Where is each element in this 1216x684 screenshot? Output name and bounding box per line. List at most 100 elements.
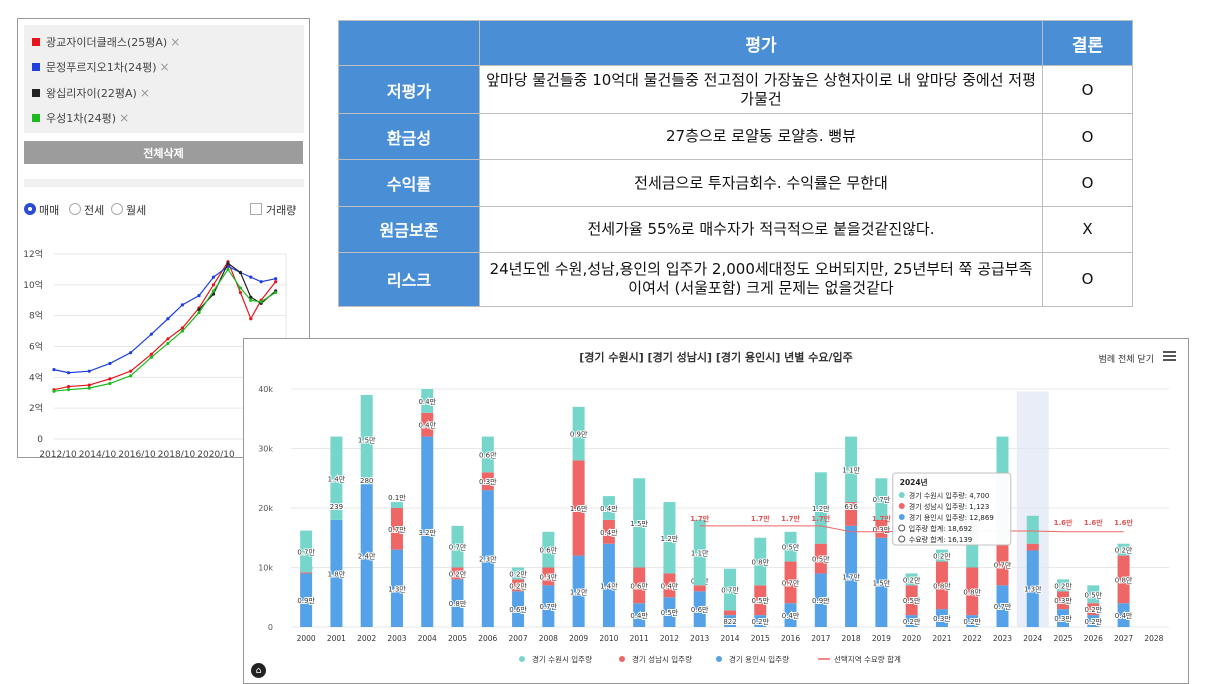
y-tick-label: 6억 [29,341,43,353]
data-point [274,280,278,284]
bar-data-label: 1.8만 [328,569,346,578]
data-point [226,267,230,272]
x-tick-label: 2006 [478,634,497,643]
apartment-tag[interactable]: 왕십리자이(22평A) × [32,84,150,102]
line-data-label: 1.7만 [781,514,800,523]
row-category: 리스크 [338,251,480,308]
bar-segment [602,496,615,520]
legend-label: 경기 성남시 입주량 [632,654,692,664]
bar-segment [966,615,979,627]
bar-segment [905,615,918,627]
bar-segment [784,603,797,627]
data-point [149,355,153,359]
bar-segment [390,502,403,508]
bar-segment [875,478,888,520]
bar-data-label: 0.4만 [418,421,436,430]
bar-data-label: 0.2만 [903,575,921,584]
radio-jeonse[interactable] [69,203,81,215]
delete-all-button[interactable]: 전체삭제 [24,141,303,164]
data-point [108,377,112,381]
volume-checkbox[interactable] [250,203,262,215]
bar-data-label: 0.2만 [903,617,921,626]
close-icon[interactable]: × [159,60,170,74]
bar-data-label: 0.4만 [1115,611,1133,620]
bar-data-label: 1.1만 [842,465,860,474]
evaluation-table: 평가 결론 저평가 앞마당 물건들중 10억대 물건들중 전고점이 가장높은 상… [338,19,1133,308]
menu-icon[interactable] [1163,351,1176,361]
data-point [211,275,216,279]
bar-data-label: 1.7만 [842,572,860,581]
bar-segment [300,530,313,573]
bar-data-label: 0.8만 [751,558,769,567]
data-point [197,307,201,312]
bar-segment [693,519,706,586]
close-icon[interactable]: × [170,35,181,49]
apartment-tag[interactable]: 문정푸르지오1차(24평) × [32,58,170,76]
bar-data-label: 0.7만 [873,495,891,504]
bar-data-label: 1.1만 [691,549,709,558]
table-header-row: 평가 결론 [338,19,1133,67]
bar-segment [754,585,767,616]
y-tick-label: 8억 [29,310,43,322]
bar-data-label: 0.5만 [1085,590,1103,599]
data-point [129,369,133,373]
bar-segment [481,436,494,473]
data-point [274,277,278,281]
bar-segment [724,610,736,616]
line-data-label: 1.6만 [1114,518,1133,527]
table-header: 평가 [479,19,1043,67]
data-point [249,295,253,299]
line-data-label: 1.6만 [1084,518,1103,527]
radio-monthly[interactable] [111,203,123,215]
bar-data-label: 0.1만 [388,493,406,502]
bar-segment [845,525,858,627]
tooltip-line: 경기 용인시 입주량: 12,869 [909,513,994,522]
x-tick-label: 2027 [1114,634,1133,643]
bar-data-label: 3.2만 [418,528,436,537]
bar-segment [875,519,888,538]
data-point [108,361,112,366]
data-point [87,383,91,387]
table-row: 리스크 24년도엔 수원,성남,용인의 입주가 2,000세대정도 오버되지만,… [338,251,1133,308]
bar-data-label: 0.8만 [963,587,981,596]
tooltip-marker [898,492,905,498]
bar-segment [1057,579,1070,592]
bar-segment [1087,585,1100,604]
y-tick-label: 12억 [23,248,43,260]
legend-marker [619,656,625,662]
row-category: 저평가 [338,65,480,115]
bar-data-label: 0.6만 [509,605,527,614]
color-swatch-icon [32,63,40,71]
tooltip-marker [898,503,905,509]
chart-title: [경기 수원시] [경기 성남시] [경기 용인시] 년별 수요/입주 [579,351,853,364]
bar-data-label: 1.6만 [570,504,588,513]
bar-segment [693,585,706,592]
bar-segment [421,436,434,627]
apartment-tag[interactable]: 광교자이더클래스(25평A) × [32,33,180,51]
data-point [197,310,201,315]
row-description: 24년도엔 수원,성남,용인의 입주가 2,000세대정도 오버되지만, 25년… [479,251,1043,308]
close-icon[interactable]: × [119,111,130,125]
legend-close-all-button[interactable]: 범례 전체 닫기 [1098,355,1154,365]
legend-label: 선택지역 수요량 합계 [834,654,901,664]
radio-sale[interactable] [24,203,36,215]
bar-data-label: 0.7만 [994,602,1012,611]
bar-data-label: 2.3만 [479,555,497,564]
bar-data-label: 0.3만 [479,477,497,486]
row-category: 수익률 [338,159,480,207]
bar-segment [1057,591,1070,610]
legend-marker [519,656,525,662]
x-tick-label: 2007 [509,634,528,643]
data-point [66,388,71,392]
data-point [66,384,71,389]
bar-data-label: 0.2만 [509,569,527,578]
data-point [259,300,263,304]
bar-data-label: 0.5만 [751,596,769,605]
apartment-tag[interactable]: 우성1차(24평) × [32,109,129,127]
bar-segment [360,484,373,627]
home-icon[interactable]: ⌂ [251,663,266,678]
table-row: 저평가 앞마당 물건들중 10억대 물건들중 전고점이 가장높은 상현자이로 내… [338,65,1133,115]
bar-data-label: 1.5만 [358,436,376,445]
bar-segment [754,615,767,627]
close-icon[interactable]: × [139,86,150,100]
